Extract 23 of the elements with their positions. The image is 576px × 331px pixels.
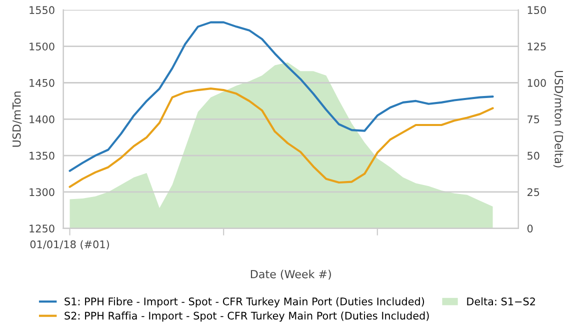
legend-label: S1: PPH Fibre - Import - Spot - CFR Turkey Main Port (Duties Included) bbox=[64, 297, 424, 308]
y-tick-label: 1500 bbox=[30, 42, 54, 50]
x-tick-label: 01/01/18 (#01) bbox=[30, 240, 109, 250]
y-tick-label: 1550 bbox=[30, 6, 54, 14]
y-axis-title: USD/mTon bbox=[12, 92, 22, 147]
y2-tick-label: 75 bbox=[528, 116, 540, 124]
y-tick-label: 1400 bbox=[30, 115, 54, 124]
line-series bbox=[68, 88, 494, 188]
line-series bbox=[68, 21, 494, 172]
y-tick-label: 1300 bbox=[30, 188, 54, 196]
y-tick-label: 1350 bbox=[30, 152, 54, 160]
y-tick-label: 1250 bbox=[30, 224, 54, 232]
y2-tick-label: 25 bbox=[527, 188, 540, 196]
y2-tick-label: 125 bbox=[528, 42, 546, 50]
legend-label: Delta: S1−S2 bbox=[467, 297, 535, 306]
y2-tick-label: 150 bbox=[528, 6, 546, 14]
y2-axis-title: USD/mton (Delta) bbox=[553, 70, 564, 168]
legend-label: S2: PPH Raffia - Import - Spot - CFR Turkey Main Port (Duties Included) bbox=[64, 312, 429, 322]
y2-tick-label: 50 bbox=[528, 152, 540, 160]
y2-tick-label: 100 bbox=[528, 78, 546, 87]
x-axis-title: Date (Week #) bbox=[250, 270, 331, 280]
y2-tick-label: 0 bbox=[527, 224, 533, 232]
y-tick-label: 1450 bbox=[30, 78, 54, 87]
